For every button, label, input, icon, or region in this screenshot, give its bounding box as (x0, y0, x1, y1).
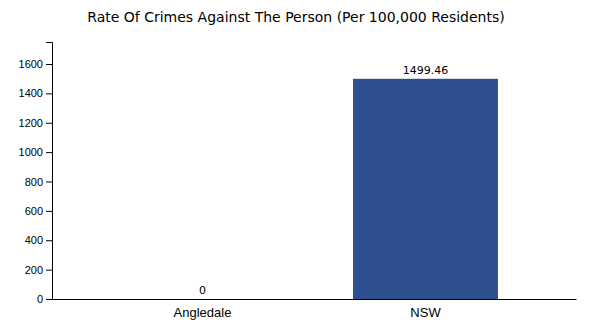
y-tick-mark (46, 182, 52, 183)
y-tick-mark (46, 93, 52, 94)
y-tick-mark (46, 64, 52, 65)
x-tick: Angledale (174, 305, 232, 320)
plot: 0 200 400 600 800 1000 1200 1400 1600 Angledale NS… (19, 43, 577, 321)
y-tick: 600 (25, 205, 52, 217)
y-tick: 0 (37, 293, 52, 305)
data-labels: 0 1499.46 (199, 64, 448, 297)
y-tick-mark (46, 270, 52, 271)
y-tick-label: 0 (37, 293, 43, 305)
y-tick-label: 1600 (19, 58, 43, 70)
y-tick-label: 800 (25, 176, 43, 188)
y-tick: 200 (25, 264, 52, 276)
x-tick-label: NSW (410, 305, 441, 320)
x-axis: Angledale NSW (53, 300, 577, 321)
y-tick-mark (46, 211, 52, 212)
bar (130, 299, 275, 300)
x-axis-line (53, 299, 577, 300)
y-tick-label: 1000 (19, 146, 43, 158)
data-label: 1499.46 (403, 64, 449, 77)
x-tick-label: Angledale (174, 305, 232, 320)
y-tick-label: 400 (25, 234, 43, 246)
title: Rate Of Crimes Against The Person (Per 1… (87, 9, 504, 25)
y-tick: 1000 (19, 146, 52, 158)
bar (353, 79, 498, 299)
y-axis: 0 200 400 600 800 1000 1200 1400 1600 (19, 43, 53, 306)
y-tick-mark (46, 299, 52, 300)
y-axis-line (46, 43, 53, 300)
y-tick-label: 200 (25, 264, 43, 276)
y-tick-mark (46, 152, 52, 153)
y-tick-label: 600 (25, 205, 43, 217)
chart: Rate Of Crimes Against The Person (Per 1… (0, 0, 592, 333)
y-tick: 1600 (19, 58, 52, 70)
y-tick-label: 1200 (19, 117, 43, 129)
y-tick: 1400 (19, 87, 52, 99)
y-tick-mark (46, 123, 52, 124)
y-tick: 800 (25, 176, 52, 188)
y-tick: 400 (25, 234, 52, 246)
bars (353, 79, 498, 299)
y-tick-mark (46, 240, 52, 241)
x-tick: NSW (410, 305, 441, 320)
data-label: 0 (199, 284, 206, 297)
y-tick-label: 1400 (19, 87, 43, 99)
y-tick: 1200 (19, 117, 52, 129)
